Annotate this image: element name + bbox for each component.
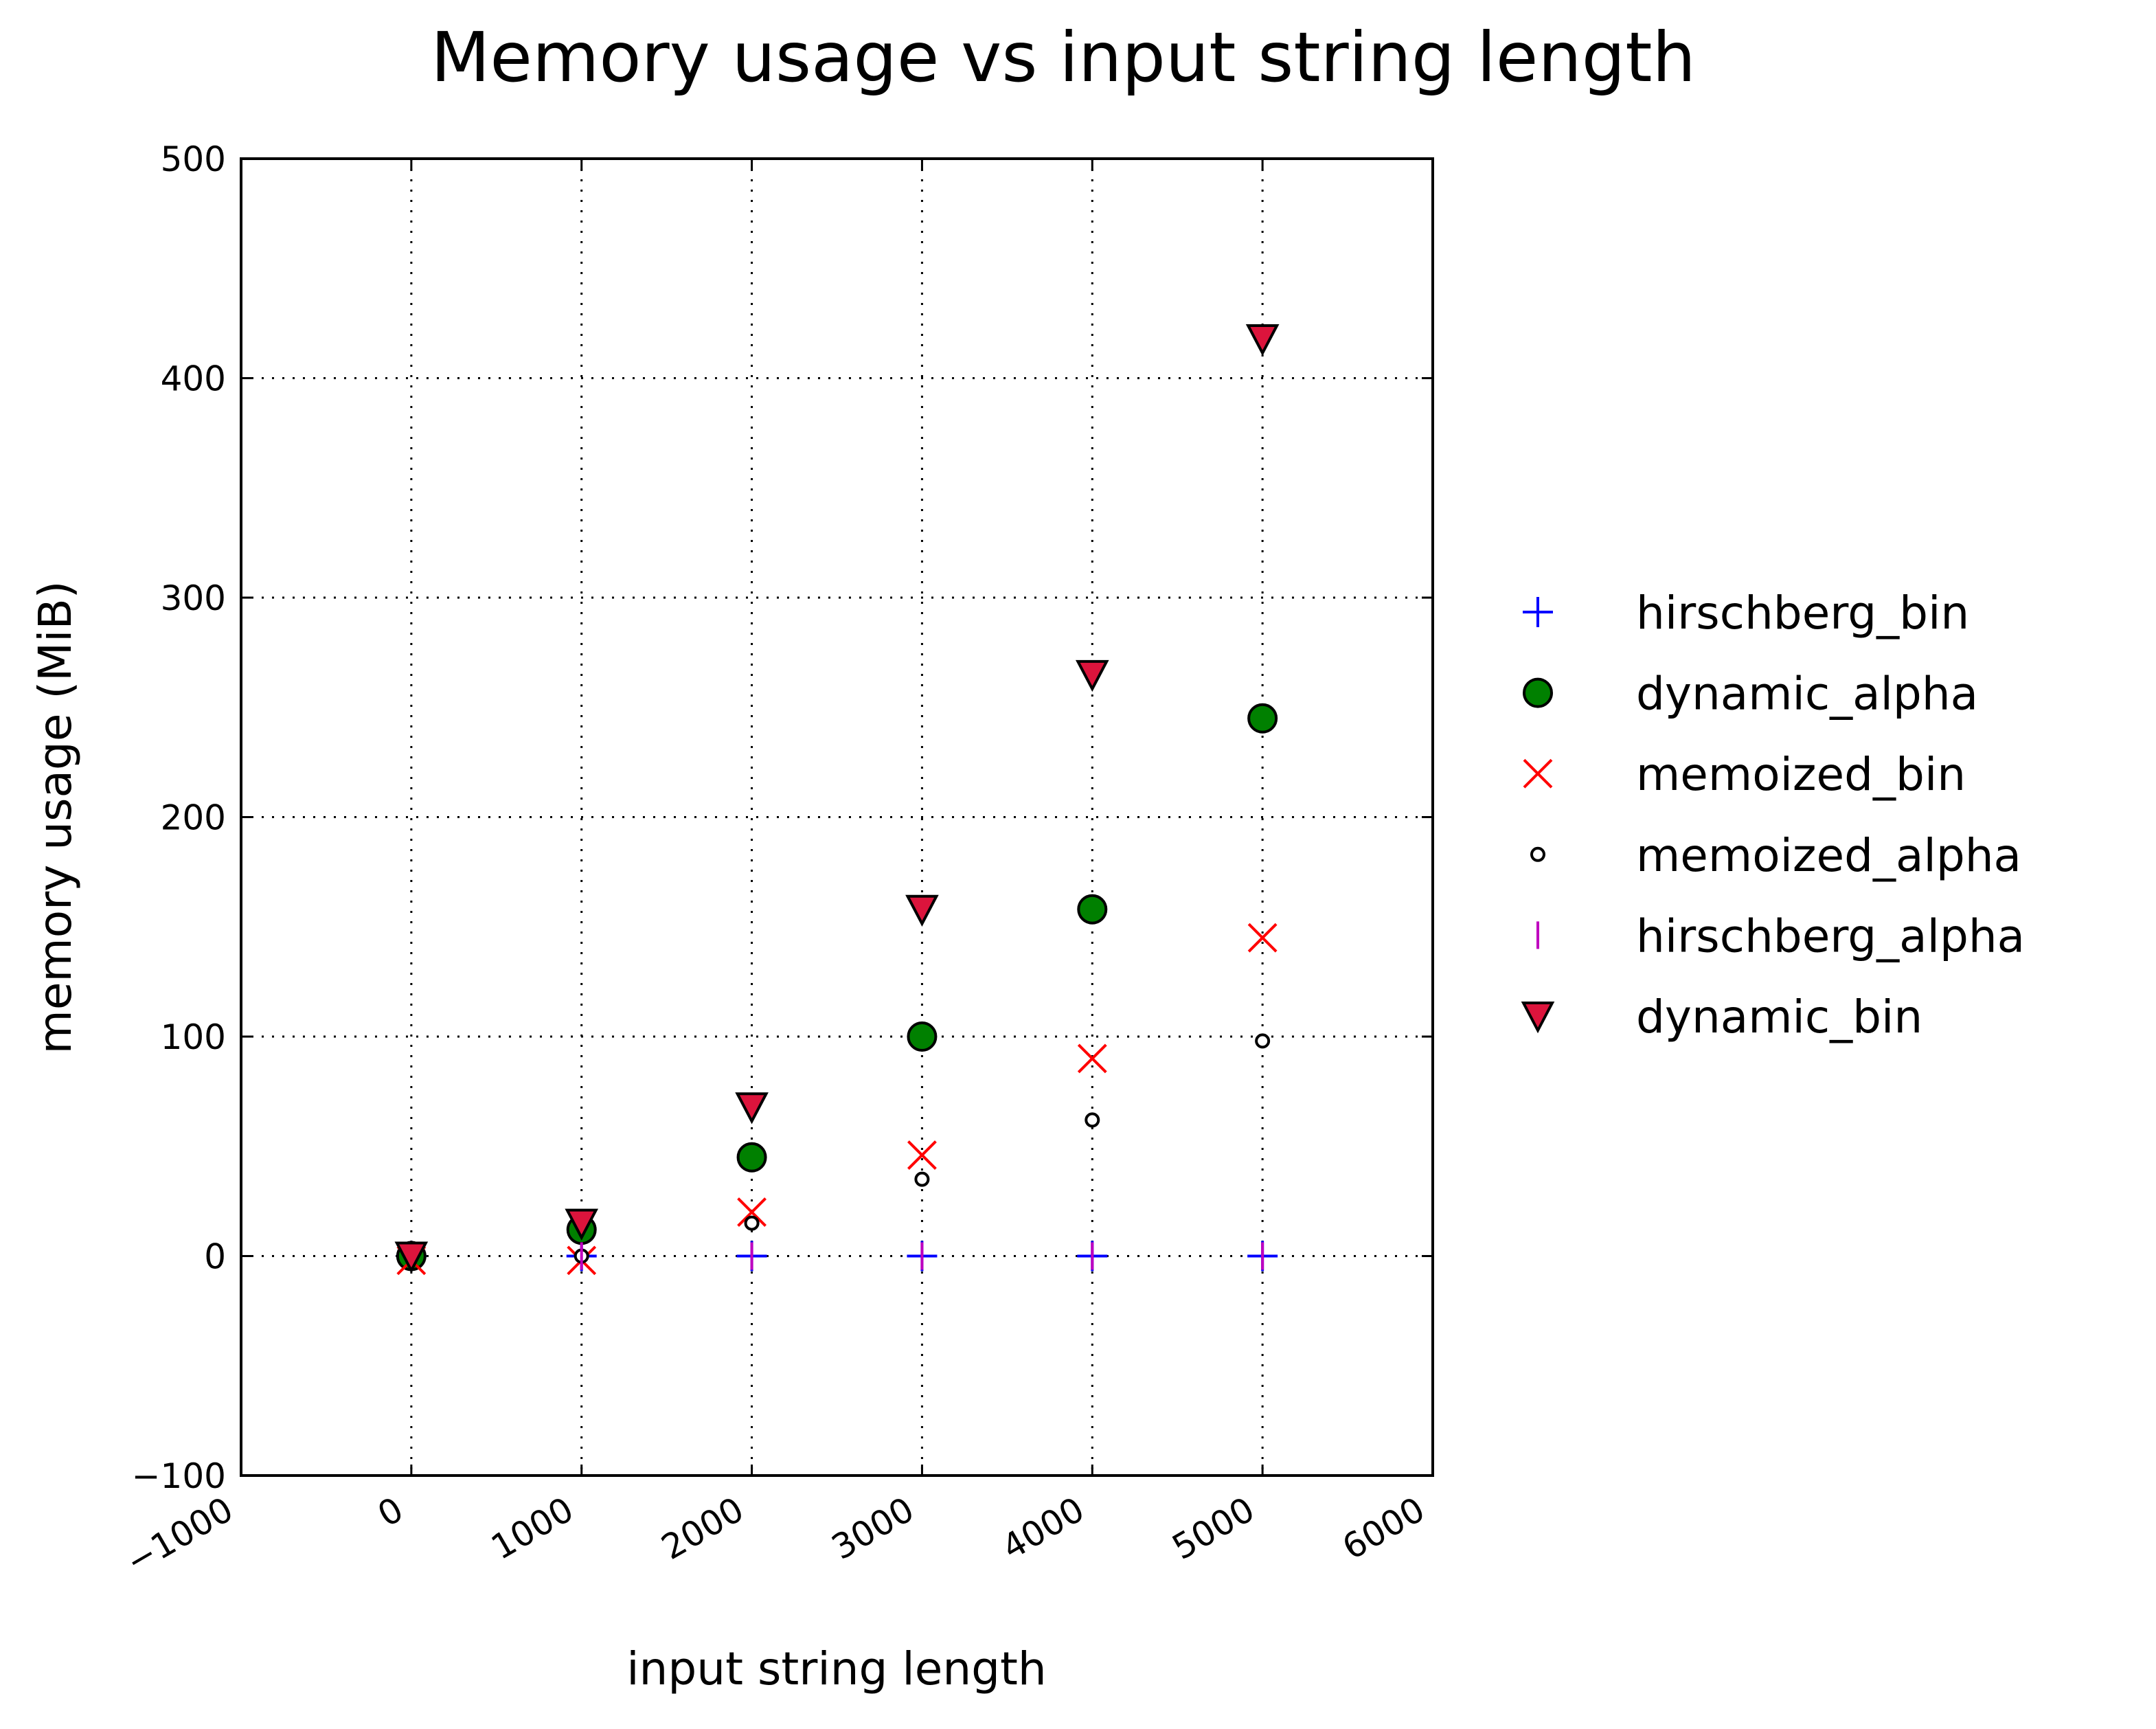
- data-point: [907, 1140, 937, 1170]
- chart-title: Memory usage vs input string length: [431, 17, 1696, 98]
- data-point: [736, 1142, 767, 1173]
- x-tick-label: 6000: [1336, 1489, 1431, 1568]
- y-tick-label: 0: [204, 1237, 226, 1277]
- x-tick-label: 5000: [1166, 1489, 1261, 1568]
- series-hirschberg-alpha: [409, 1242, 1264, 1270]
- data-point: [394, 1241, 429, 1274]
- data-point: [1247, 703, 1278, 734]
- data-point: [905, 894, 939, 927]
- legend-label: memoized_bin: [1636, 748, 1966, 801]
- data-point: [1077, 1043, 1107, 1074]
- legend-label: hirschberg_alpha: [1636, 909, 2025, 962]
- series-memoized-bin: [396, 923, 1278, 1276]
- x-axis-label: input string length: [626, 1642, 1047, 1695]
- data-point: [1255, 1033, 1271, 1049]
- x-tick-label: 1000: [485, 1489, 580, 1568]
- data-point: [565, 1208, 599, 1241]
- x-tick-label: 2000: [655, 1489, 750, 1568]
- y-tick-label: 400: [161, 359, 226, 399]
- legend-marker: [1523, 758, 1553, 789]
- data-point: [914, 1171, 930, 1187]
- x-tick-label: 4000: [995, 1489, 1091, 1568]
- legend-marker: [1521, 1002, 1555, 1034]
- axis-ticks: −1000 0 1000 2000 3000 4000 5000 6000−100010020…: [120, 139, 1434, 1582]
- legend-label: hirschberg_bin: [1636, 587, 1969, 640]
- y-tick-label: 200: [161, 798, 226, 838]
- legend-label: dynamic_bin: [1636, 991, 1922, 1043]
- y-tick-label: 300: [161, 578, 226, 618]
- y-tick-label: 100: [161, 1017, 226, 1057]
- y-tick-label: −100: [132, 1456, 226, 1496]
- x-tick-label: 0: [371, 1489, 410, 1535]
- grid: [241, 159, 1433, 1476]
- legend: hirschberg_bin dynamic_alpha memoized_binm…: [1521, 587, 2025, 1043]
- series-dynamic-alpha: [396, 703, 1278, 1272]
- series-dynamic-bin: [394, 324, 1280, 1274]
- data-point: [744, 1215, 760, 1231]
- data-point: [737, 1197, 767, 1228]
- legend-label: dynamic_alpha: [1636, 668, 1978, 721]
- series-hirschberg-bin: [396, 1241, 1278, 1272]
- data-point: [1245, 324, 1280, 357]
- legend-marker: [1530, 846, 1545, 862]
- y-tick-label: 500: [161, 139, 226, 179]
- x-tick-label: −1000: [120, 1489, 240, 1582]
- data-point: [1085, 1112, 1100, 1128]
- legend-marker: [1523, 597, 1553, 627]
- x-tick-label: 3000: [825, 1489, 920, 1568]
- legend-marker: [1523, 677, 1553, 708]
- data-point: [1247, 923, 1278, 953]
- data-point: [907, 1021, 938, 1052]
- series-memoized-alpha: [403, 1033, 1271, 1264]
- data-point: [735, 1092, 769, 1125]
- y-axis-label: memory usage (MiB): [29, 581, 82, 1054]
- data-marks: [394, 324, 1280, 1276]
- data-point: [1077, 894, 1108, 925]
- legend-label: memoized_alpha: [1636, 829, 2021, 882]
- data-point: [1075, 659, 1109, 692]
- plot-frame: [240, 157, 1434, 1477]
